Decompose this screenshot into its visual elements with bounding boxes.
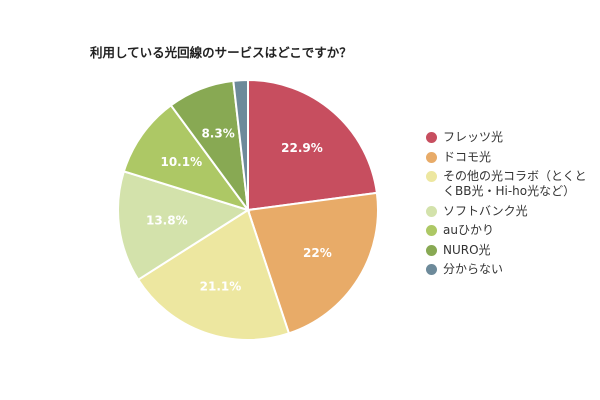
data-label-3: 21.1% [200, 280, 242, 294]
pie-slice-1 [247, 78, 378, 212]
pie-slice-2 [246, 191, 379, 335]
data-label-2: 22% [303, 246, 332, 260]
legend-label: NURO光 [443, 242, 491, 257]
legend-swatch [426, 205, 437, 217]
legend: フレッツ光ドコモ光その他の光コラボ（とくと くBB光・Hi-ho光など） ソフトバ… [426, 130, 600, 282]
legend-label: ドコモ光 [443, 149, 492, 164]
legend-item-7: 分からない [426, 262, 600, 277]
data-label-4: 13.8% [146, 213, 188, 227]
legend-item-5: auひかり [426, 223, 600, 238]
legend-swatch [426, 171, 437, 182]
legend-item-2: ドコモ光 [426, 150, 600, 165]
legend-swatch [426, 132, 437, 143]
legend-swatch [426, 264, 437, 275]
pie-slice-7 [232, 78, 249, 211]
data-label-5: 10.1% [160, 155, 202, 169]
pie-slice-5 [122, 103, 251, 212]
legend-label: 分からない [443, 262, 504, 276]
data-label-1: 22.9% [281, 141, 323, 155]
legend-item-6: NURO光 [426, 243, 600, 258]
legend-item-1: フレッツ光 [426, 130, 600, 145]
legend-swatch [426, 151, 437, 163]
legend-swatch [426, 244, 437, 256]
legend-label: ソフトバンク光 [443, 203, 528, 218]
legend-label: その他の光コラボ（とくと くBB光・Hi-ho光など） [443, 169, 587, 198]
legend-item-4: ソフトバンク光 [426, 204, 600, 219]
data-label-6: 8.3% [201, 126, 234, 140]
pie-slice-3 [136, 208, 291, 341]
legend-item-3: その他の光コラボ（とくと くBB光・Hi-ho光など） [426, 169, 600, 199]
pie-slice-4 [117, 170, 251, 282]
legend-label: フレッツ光 [443, 130, 504, 144]
legend-label: auひかり [443, 223, 494, 237]
legend-swatch [426, 225, 437, 236]
chart-title: 利用している光回線のサービスはどこですか？ [90, 45, 352, 60]
